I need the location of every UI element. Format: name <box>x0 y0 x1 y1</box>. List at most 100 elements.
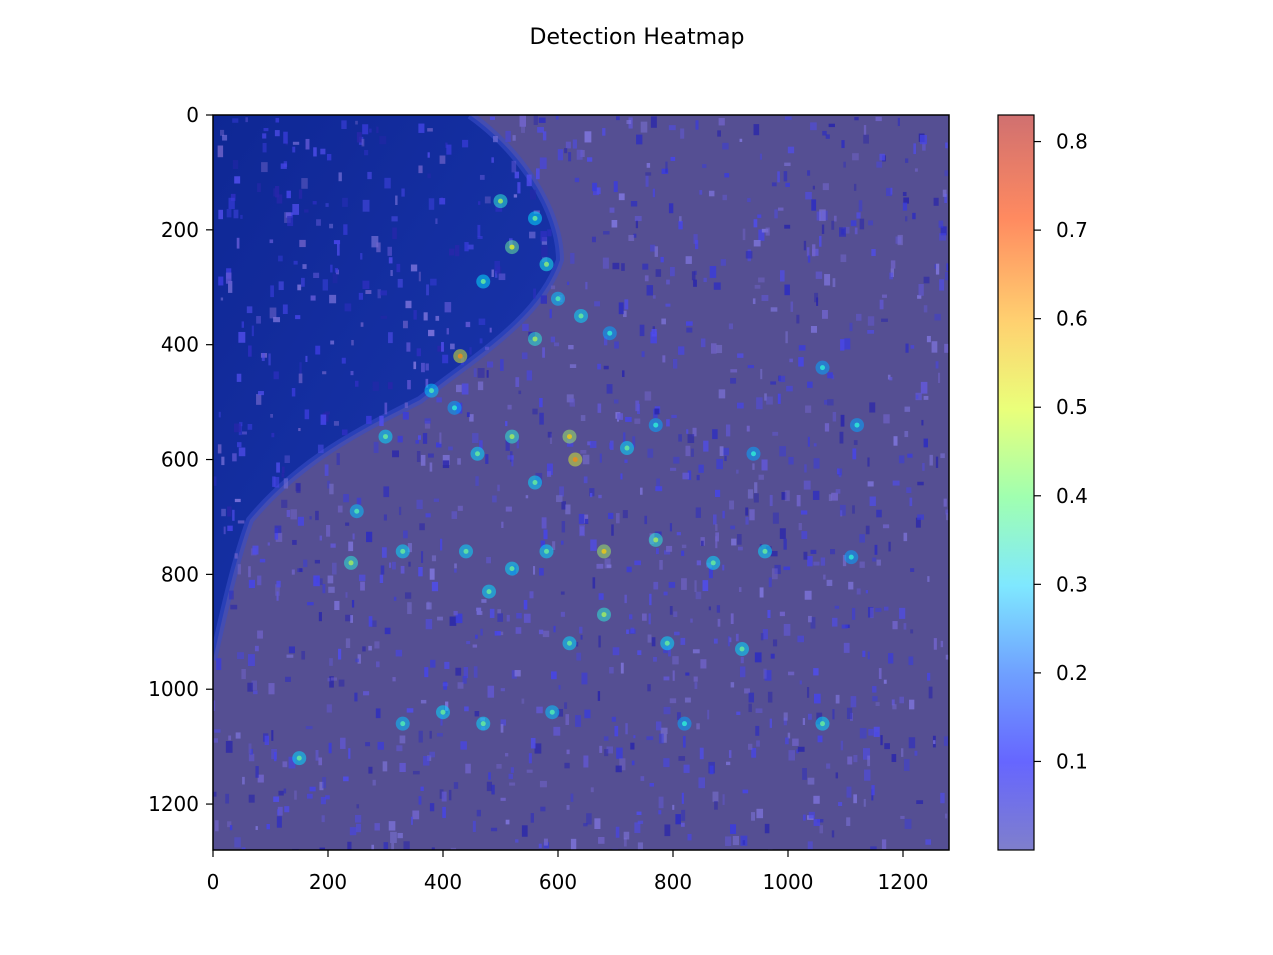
crowd-speck <box>907 453 913 458</box>
crowd-speck <box>803 240 807 251</box>
colorbar-tick-label: 0.8 <box>1056 130 1088 154</box>
crowd-speck <box>942 189 947 197</box>
crowd-speck <box>530 813 534 823</box>
hotspot-core <box>544 261 549 267</box>
crowd-speck <box>714 801 718 810</box>
crowd-speck <box>879 153 885 161</box>
crowd-speck <box>597 691 601 701</box>
crowd-speck <box>427 453 434 458</box>
crowd-speck <box>309 786 316 792</box>
crowd-speck <box>678 346 685 355</box>
crowd-speck <box>358 292 364 300</box>
crowd-speck <box>767 849 773 850</box>
hotspot-core <box>572 457 578 463</box>
crowd-speck <box>650 244 656 252</box>
crowd-speck <box>379 574 384 584</box>
crowd-speck <box>656 548 659 555</box>
crowd-speck <box>299 362 302 375</box>
crowd-speck <box>566 805 570 810</box>
crowd-speck <box>570 793 574 802</box>
crowd-speck <box>305 355 308 363</box>
crowd-speck <box>263 128 269 132</box>
crowd-speck <box>510 767 514 773</box>
crowd-speck <box>594 301 601 307</box>
crowd-speck <box>387 382 393 390</box>
crowd-speck <box>916 800 924 805</box>
crowd-speck <box>715 489 721 498</box>
crowd-speck <box>635 400 640 412</box>
crowd-speck <box>653 656 657 662</box>
crowd-speck <box>453 782 459 789</box>
crowd-speck <box>351 599 355 608</box>
crowd-speck <box>709 266 717 278</box>
crowd-speck <box>753 239 761 247</box>
crowd-speck <box>216 658 222 671</box>
crowd-speck <box>666 279 670 285</box>
crowd-speck <box>478 201 481 205</box>
crowd-speck <box>587 157 593 162</box>
crowd-speck <box>917 514 924 520</box>
crowd-speck <box>274 528 279 540</box>
crowd-speck <box>517 182 521 194</box>
crowd-speck <box>804 590 812 600</box>
crowd-speck <box>248 566 251 578</box>
hotspot-core <box>457 353 463 359</box>
crowd-speck <box>475 476 479 486</box>
crowd-speck <box>796 495 801 507</box>
crowd-speck <box>755 708 763 713</box>
crowd-speck <box>383 514 387 521</box>
crowd-speck <box>472 433 479 444</box>
crowd-speck <box>236 373 242 382</box>
crowd-speck <box>225 741 233 753</box>
crowd-speck <box>810 617 816 629</box>
crowd-speck <box>602 257 609 269</box>
crowd-speck <box>377 741 384 750</box>
crowd-speck <box>634 822 641 833</box>
crowd-speck <box>213 476 217 486</box>
crowd-speck <box>603 365 609 370</box>
crowd-speck <box>945 509 949 515</box>
crowd-speck <box>425 619 433 630</box>
crowd-speck <box>491 269 494 278</box>
crowd-speck <box>422 432 428 444</box>
crowd-speck <box>440 714 443 726</box>
crowd-speck <box>372 381 379 391</box>
crowd-speck <box>945 271 949 281</box>
crowd-speck <box>803 551 808 560</box>
crowd-speck <box>570 252 575 264</box>
crowd-speck <box>245 117 248 123</box>
crowd-speck <box>621 263 625 271</box>
crowd-speck <box>759 543 763 548</box>
crowd-speck <box>892 621 898 630</box>
crowd-speck <box>702 580 709 592</box>
crowd-speck <box>556 495 563 503</box>
crowd-speck <box>685 672 690 676</box>
crowd-speck <box>681 578 687 590</box>
crowd-speck <box>291 387 296 397</box>
crowd-speck <box>572 139 577 149</box>
crowd-speck <box>935 456 939 468</box>
crowd-speck <box>456 384 462 393</box>
crowd-speck <box>788 456 794 465</box>
crowd-speck <box>807 170 811 176</box>
crowd-speck <box>213 791 217 797</box>
crowd-speck <box>410 264 418 272</box>
crowd-speck <box>355 120 358 125</box>
crowd-speck <box>340 737 346 749</box>
crowd-speck <box>724 173 730 178</box>
crowd-speck <box>255 826 258 830</box>
crowd-speck <box>401 188 405 197</box>
crowd-speck <box>420 699 427 704</box>
crowd-speck <box>639 324 645 337</box>
crowd-speck <box>783 712 788 721</box>
crowd-speck <box>716 605 721 613</box>
crowd-speck <box>413 361 417 370</box>
crowd-speck <box>431 555 437 562</box>
crowd-speck <box>725 424 731 437</box>
crowd-speck <box>676 712 681 721</box>
crowd-speck <box>856 588 861 595</box>
crowd-speck <box>395 649 403 657</box>
crowd-speck <box>430 659 436 668</box>
crowd-speck <box>804 464 807 473</box>
crowd-speck <box>819 235 822 247</box>
